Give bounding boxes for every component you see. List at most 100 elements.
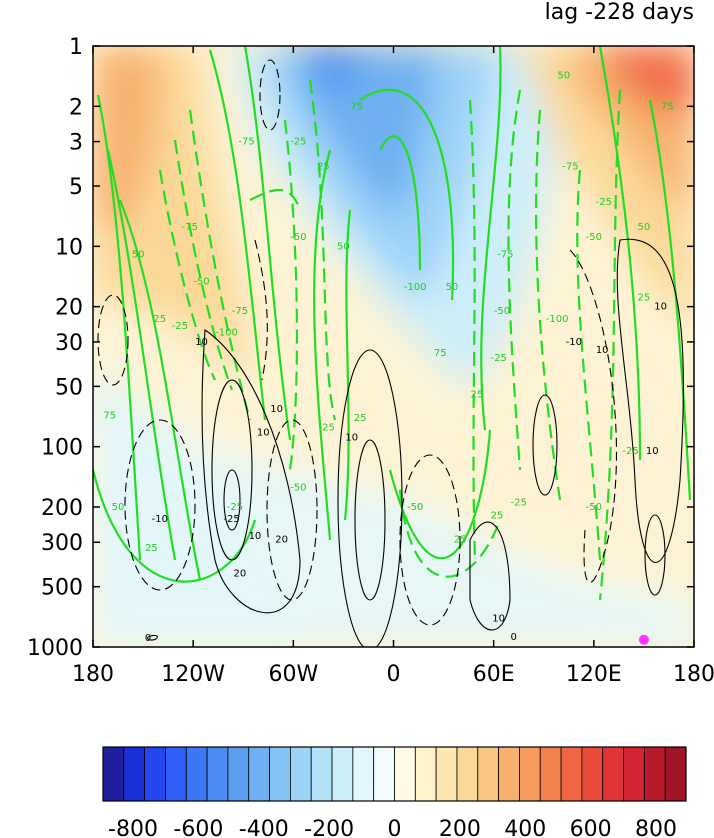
- black-contour-dashed: [254, 239, 268, 381]
- contour-label: 25: [317, 162, 330, 173]
- contour-label: 20: [275, 534, 288, 545]
- contour-label: -25: [319, 422, 335, 433]
- contour-label: 75: [661, 101, 674, 112]
- green-contour-solid: [243, 46, 292, 441]
- colorbar-swatch: [435, 746, 458, 802]
- contour-label: 25: [145, 543, 158, 554]
- y-tick-label: 500: [41, 576, 83, 601]
- y-tick-label: 3: [69, 131, 83, 156]
- contour-label: -50: [193, 277, 209, 288]
- contour-label: 10: [596, 345, 609, 356]
- colorbar-swatch: [414, 746, 437, 802]
- x-tick-label: 0: [387, 662, 401, 687]
- colorbar-label: 600: [570, 817, 612, 838]
- shaded-field: [93, 46, 694, 647]
- green-contour-solid: [118, 199, 202, 581]
- black-contours-dashed: [97, 59, 618, 626]
- colorbar-swatch: [165, 746, 187, 802]
- black-contour-solid: [211, 379, 253, 561]
- green-contour-solid: [388, 429, 492, 560]
- black-contour-solid: [337, 349, 403, 647]
- green-contour-dashed: [158, 169, 216, 381]
- colorbar-frame: [102, 746, 687, 802]
- contour-label: -25: [491, 353, 507, 364]
- colorbar-swatch: [581, 746, 604, 802]
- contour-label: -50: [586, 232, 602, 243]
- colorbar-swatch: [519, 746, 541, 802]
- contour-label: -50: [290, 483, 306, 494]
- green-contour-solid: [343, 209, 352, 521]
- colorbar-label: 0: [388, 817, 402, 838]
- black-contour-dashed: [259, 59, 281, 131]
- green-contour-solid: [96, 94, 142, 561]
- colorbar-swatch: [331, 746, 354, 802]
- contour-label: 75: [434, 348, 447, 359]
- colorbar-label: -600: [173, 817, 223, 838]
- contour-label: 0: [145, 633, 151, 644]
- contour-label: -75: [238, 137, 254, 148]
- contour-label: 50: [446, 282, 459, 293]
- chart-title: lag -228 days: [544, 0, 694, 25]
- contour-label: -25: [596, 197, 612, 208]
- colorbar-label: 400: [504, 817, 546, 838]
- contour-label: -100: [404, 282, 427, 293]
- black-contour-solid: [469, 521, 511, 631]
- x-tick-label: 60E: [473, 662, 515, 687]
- colorbar-label: -400: [239, 817, 289, 838]
- contour-label: -25: [172, 321, 188, 332]
- contour-label: 25: [454, 534, 467, 545]
- contour-label: 10: [646, 446, 659, 457]
- contour-label: -50: [586, 502, 602, 513]
- green-contour-dashed: [534, 109, 562, 501]
- contour-label: -10: [566, 337, 582, 348]
- colorbar-swatch: [227, 746, 250, 802]
- colorbar-swatch: [269, 746, 291, 802]
- black-contours: [147, 238, 684, 647]
- colorbar-swatch: [602, 746, 624, 802]
- black-contour-solid: [644, 514, 666, 596]
- colorbar-swatch: [539, 746, 562, 802]
- contour-label: -10: [152, 514, 168, 525]
- colorbar-swatch: [456, 746, 479, 802]
- y-tick-label: 1000: [27, 636, 83, 661]
- colorbar-label: -200: [304, 817, 354, 838]
- y-tick-label: 200: [41, 496, 83, 521]
- green-contour-dashed: [576, 169, 602, 561]
- contour-label: 25: [153, 314, 166, 325]
- contour-label: 25: [471, 390, 484, 401]
- y-tick-label: 300: [41, 531, 83, 556]
- colorbar-swatch: [664, 746, 687, 802]
- green-contour-dashed: [308, 79, 337, 421]
- y-tick-label: 20: [55, 296, 83, 321]
- black-contour-solid: [354, 439, 386, 601]
- green-contour-dashed: [398, 489, 502, 578]
- green-contour-solid: [598, 46, 642, 461]
- contour-label: -50: [290, 232, 306, 243]
- black-contour-solid: [147, 634, 158, 641]
- green-contour-dashed: [249, 189, 302, 211]
- contour-label: 50: [132, 250, 145, 261]
- contour-label: -100: [215, 328, 238, 339]
- colorbar-swatch: [185, 746, 208, 802]
- contour-label: 10: [249, 531, 262, 542]
- contour-label: 50: [638, 222, 651, 233]
- contour-label: -75: [497, 250, 513, 261]
- black-contour-dashed: [266, 419, 318, 601]
- green-contour-solid: [359, 88, 455, 301]
- black-contour-dashed: [97, 294, 129, 386]
- black-contour-solid: [532, 394, 558, 496]
- x-tick-label: 60W: [268, 662, 318, 687]
- contour-label: 10: [195, 337, 208, 348]
- contour-label: 25: [638, 292, 651, 303]
- black-contour-solid: [616, 238, 684, 564]
- y-tick-label: 30: [55, 331, 83, 356]
- green-contour-solid: [208, 49, 267, 421]
- colorbar-swatch: [289, 746, 312, 802]
- green-contour-solid: [648, 99, 692, 501]
- black-contour-dashed: [569, 249, 618, 583]
- colorbar-label: 200: [439, 817, 481, 838]
- y-tick-label: 50: [55, 375, 83, 400]
- colorbar-swatch: [144, 746, 166, 802]
- contour-label: 10: [492, 613, 505, 624]
- contour-label: 75: [350, 101, 363, 112]
